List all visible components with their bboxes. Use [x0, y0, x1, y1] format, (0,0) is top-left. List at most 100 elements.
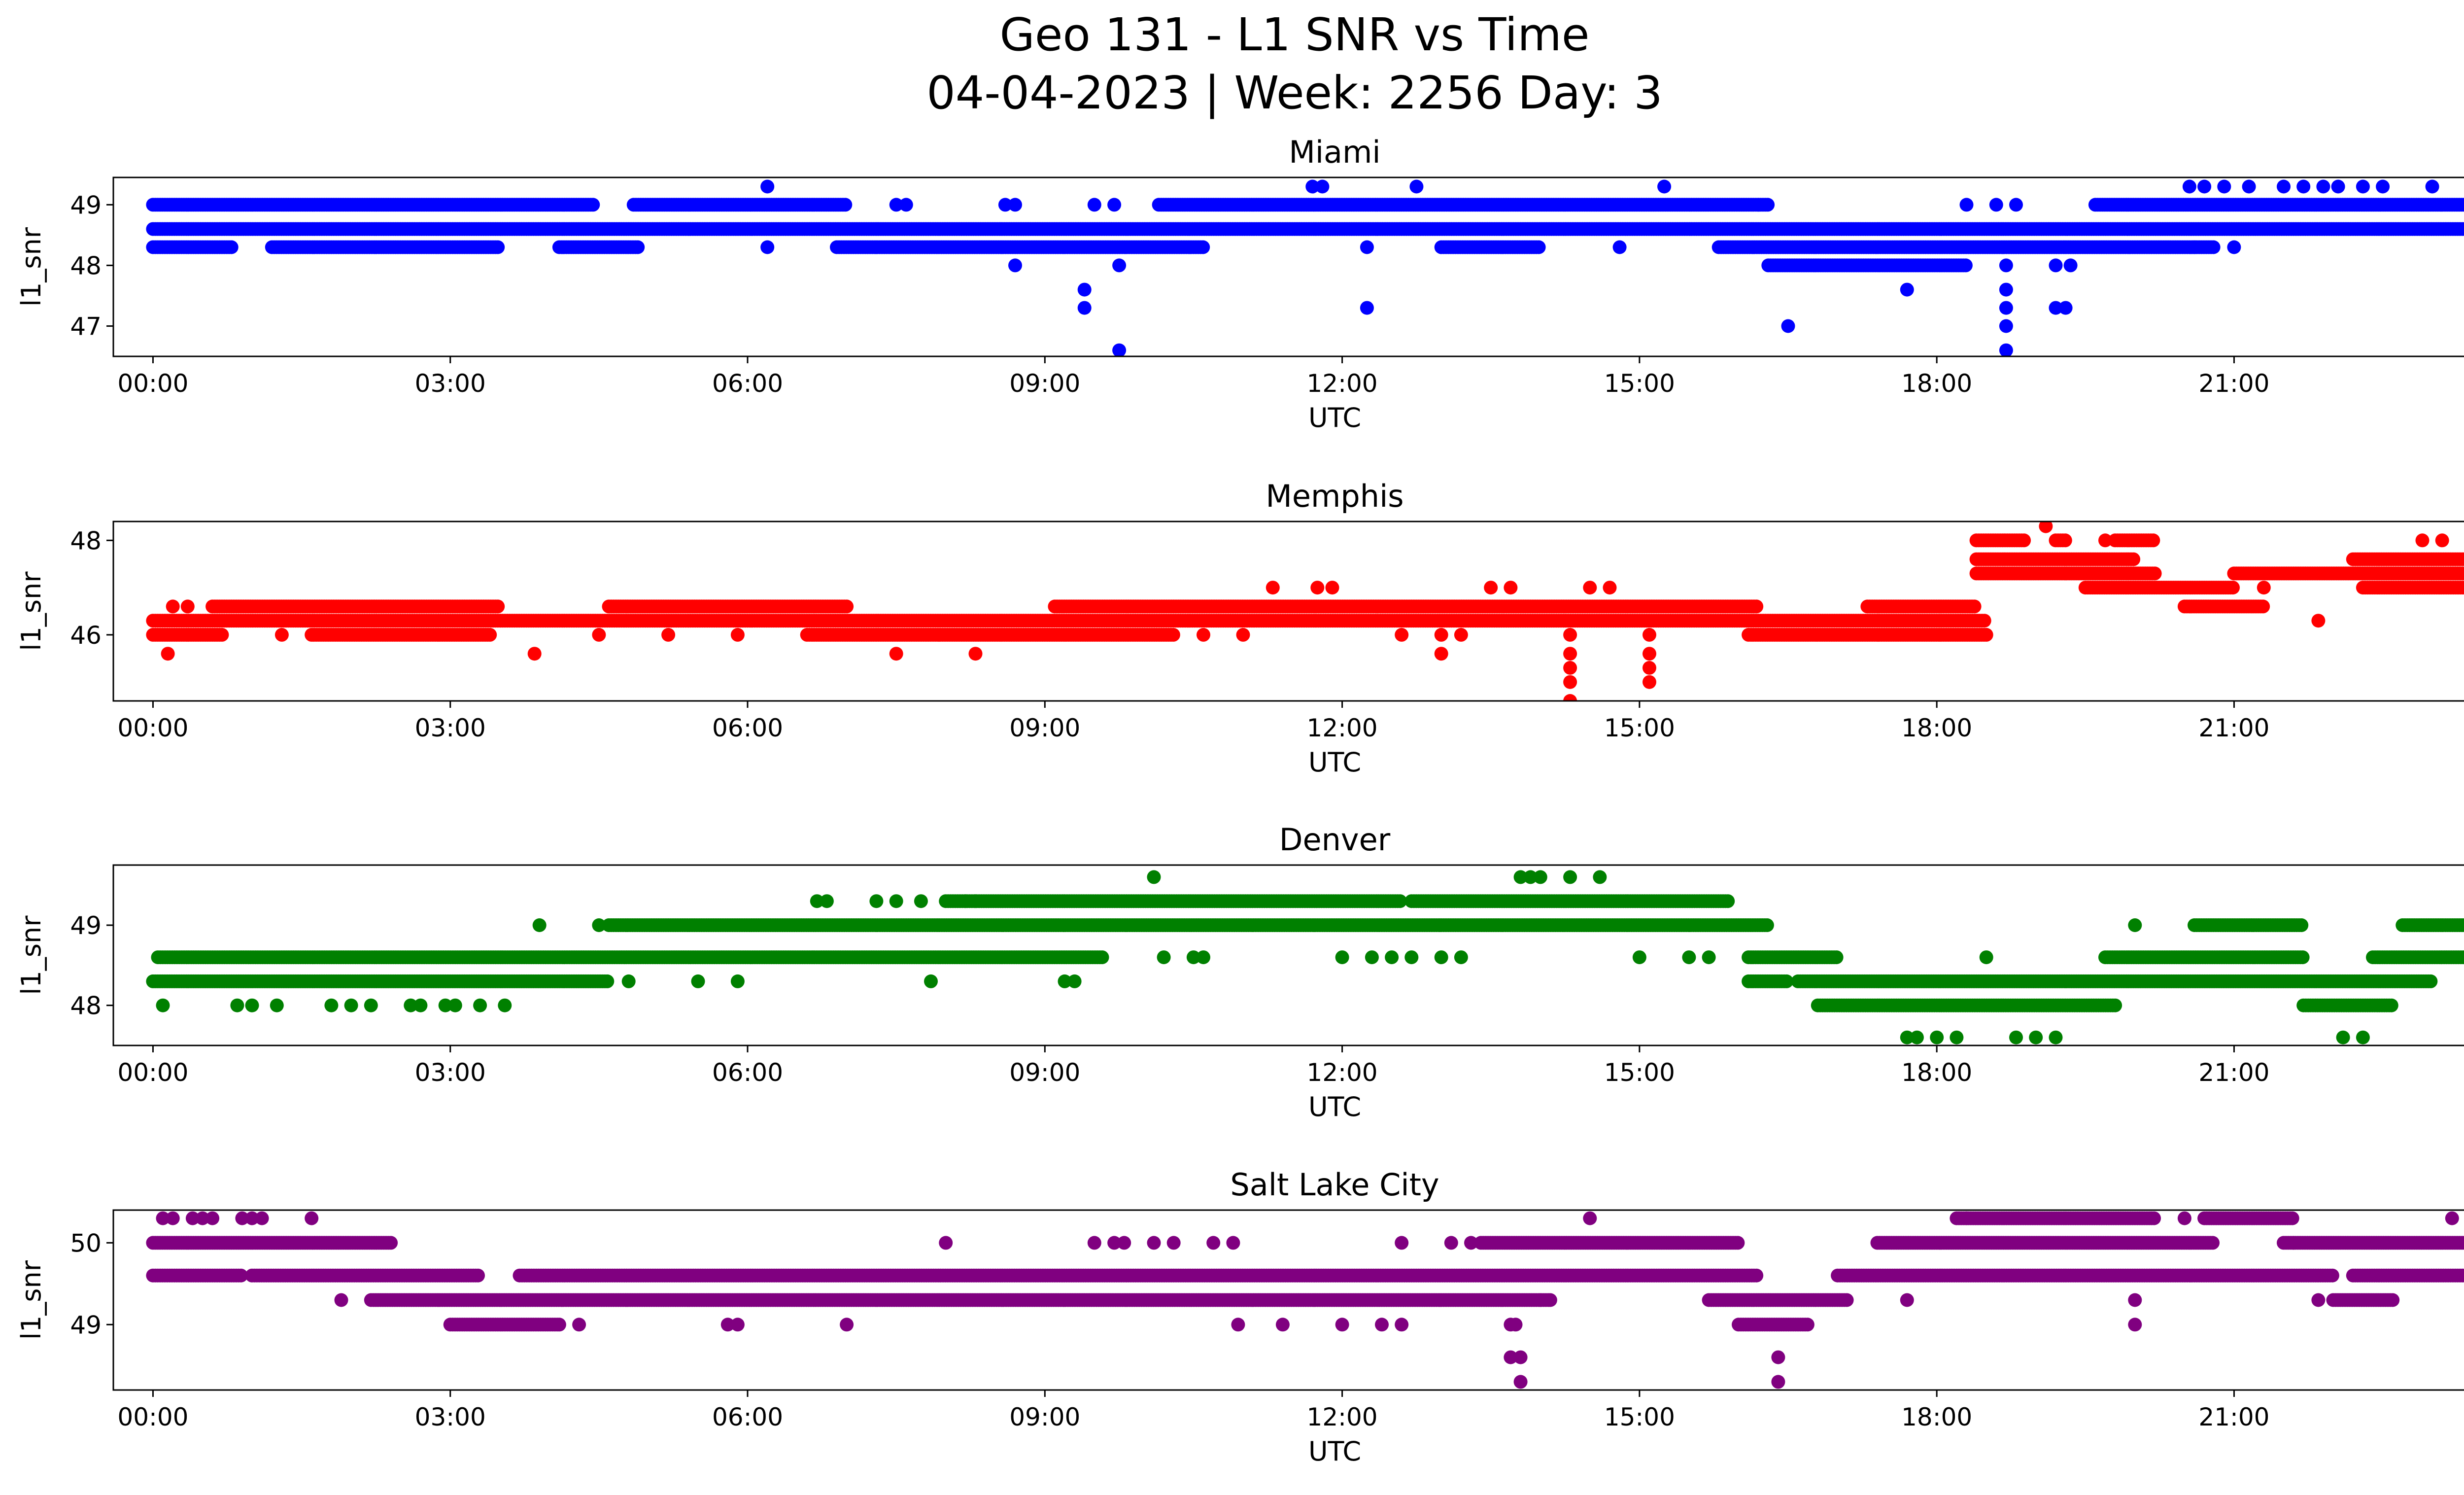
- data-point: [1643, 627, 1656, 642]
- data-band-miami-1-3: [2088, 198, 2464, 212]
- data-band-miami-1-1: [626, 198, 853, 212]
- data-band-memphis-7-0: [2177, 599, 2270, 614]
- x-tick-label: 03:00: [415, 369, 486, 398]
- data-point: [1197, 627, 1210, 642]
- data-point: [1612, 240, 1627, 254]
- axes-frame-miami: [112, 176, 2464, 357]
- data-point: [224, 240, 239, 254]
- data-band-memphis-3-0: [1969, 566, 2162, 581]
- data-point: [1977, 614, 1991, 628]
- data-point: [2425, 179, 2439, 194]
- data-point: [2126, 552, 2141, 566]
- series-miami: [146, 179, 2464, 356]
- data-point: [1657, 179, 1672, 194]
- data-point: [840, 599, 854, 614]
- data-point: [1583, 581, 1597, 595]
- x-tick-label: 21:00: [2198, 714, 2269, 742]
- data-point: [2460, 553, 2464, 566]
- data-point: [889, 647, 903, 661]
- data-point: [1603, 581, 1617, 595]
- figure-title-line2: 04-04-2023 | Week: 2256 Day: 3: [926, 67, 1663, 119]
- data-point: [998, 198, 1012, 212]
- data-point: [2435, 533, 2449, 548]
- data-point: [1563, 675, 1577, 689]
- data-point: [1751, 198, 1766, 212]
- data-point: [2039, 522, 2053, 533]
- subplot-title-memphis: Memphis: [1266, 478, 1403, 514]
- data-band-memphis-4-0: [1969, 552, 2141, 566]
- data-point: [2206, 240, 2221, 254]
- data-point: [760, 240, 775, 254]
- data-band-miami-1-0: [146, 198, 600, 212]
- data-band-memphis-4-1: [2346, 552, 2464, 566]
- data-band-memphis-2-0: [146, 627, 229, 642]
- y-tick-label: 48: [70, 251, 102, 280]
- data-band-miami-2-1: [265, 240, 505, 254]
- data-band-memphis-6-1: [2049, 533, 2072, 548]
- data-band-memphis-5-1: [2356, 581, 2464, 595]
- data-point: [1305, 179, 1320, 194]
- data-band-memphis-5-0: [2078, 581, 2240, 595]
- x-tick-label: 03:00: [415, 714, 486, 742]
- data-point: [631, 240, 645, 254]
- data-point: [1077, 301, 1092, 315]
- data-point: [1532, 240, 1546, 254]
- data-point: [2462, 200, 2464, 210]
- data-point: [1454, 627, 1468, 642]
- data-point: [661, 627, 676, 642]
- data-band-memphis-6-0: [1969, 533, 2031, 548]
- data-point: [1395, 627, 1409, 642]
- data-point: [166, 599, 180, 614]
- data-point: [2415, 533, 2430, 548]
- data-point: [1563, 627, 1577, 642]
- data-point: [1958, 258, 1973, 273]
- data-point: [968, 647, 983, 661]
- data-point: [1315, 179, 1330, 194]
- data-point: [1266, 581, 1280, 595]
- data-point: [1999, 301, 2013, 315]
- data-point: [483, 627, 497, 642]
- data-point: [1900, 282, 1914, 297]
- data-point: [2197, 179, 2212, 194]
- data-point: [1504, 581, 1518, 595]
- data-band-memphis-1-2: [1048, 599, 1764, 614]
- data-point: [1989, 198, 2003, 212]
- y-axis-label-miami: l1_snr: [16, 227, 47, 307]
- data-band-memphis-6-2: [2108, 533, 2160, 548]
- data-band-memphis-1-0: [205, 599, 505, 614]
- data-point: [2058, 533, 2072, 548]
- data-point: [586, 198, 600, 212]
- data-point: [1008, 198, 1022, 212]
- data-point: [2063, 258, 2078, 273]
- y-tick-label: 49: [70, 191, 102, 219]
- data-point: [2226, 581, 2240, 595]
- data-point: [215, 627, 229, 642]
- data-point: [2146, 533, 2160, 548]
- data-point: [1999, 319, 2013, 333]
- data-point: [1999, 343, 2013, 356]
- data-point: [527, 647, 542, 661]
- series-denver: [146, 870, 2464, 1044]
- data-band-miami-0-0: [146, 222, 2464, 236]
- data-band-memphis-1-1: [602, 599, 854, 614]
- y-tick-label: 47: [70, 312, 102, 341]
- x-tick-label: 12:00: [1307, 369, 1378, 398]
- data-point: [161, 647, 175, 661]
- x-tick-label: 12:00: [1307, 714, 1378, 742]
- data-point: [1563, 647, 1577, 661]
- data-point: [2009, 198, 2023, 212]
- data-point: [2463, 555, 2464, 563]
- data-point: [1749, 599, 1764, 614]
- data-point: [2188, 240, 2201, 254]
- data-point: [2463, 225, 2464, 233]
- data-point: [1112, 258, 1127, 273]
- data-point: [2242, 179, 2256, 194]
- data-point: [1107, 198, 1122, 212]
- data-point: [2376, 179, 2390, 194]
- x-tick-label: 00:00: [117, 369, 188, 398]
- data-band-miami-2-0: [146, 240, 239, 254]
